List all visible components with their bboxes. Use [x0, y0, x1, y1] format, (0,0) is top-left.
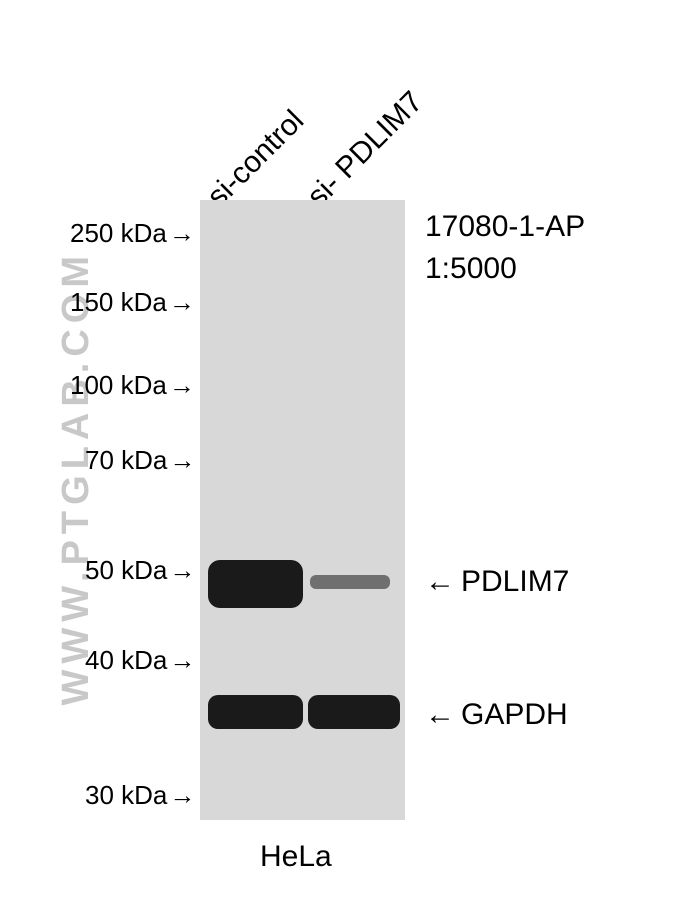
label-pdlim7: PDLIM7 — [425, 565, 569, 599]
lane-label-pdlim7: si- PDLIM7 — [301, 85, 430, 214]
ladder-30: 30 kDa — [85, 780, 195, 811]
ladder-100: 100 kDa — [70, 370, 195, 401]
lane-label-control: si-control — [201, 104, 311, 214]
band-pdlim7-knockdown — [310, 575, 390, 589]
western-blot-figure: WWW.PTGLAB.COM si-control si- PDLIM7 250… — [0, 0, 699, 903]
band-pdlim7-control — [208, 560, 303, 608]
antibody-dilution: 1:5000 — [425, 252, 517, 286]
cell-line-label: HeLa — [260, 840, 332, 874]
band-gapdh-knockdown — [308, 695, 400, 729]
ladder-70: 70 kDa — [85, 445, 195, 476]
antibody-catalog: 17080-1-AP — [425, 210, 585, 244]
ladder-40: 40 kDa — [85, 645, 195, 676]
watermark-text: WWW.PTGLAB.COM — [55, 250, 98, 705]
band-gapdh-control — [208, 695, 303, 729]
ladder-250: 250 kDa — [70, 218, 195, 249]
ladder-50: 50 kDa — [85, 555, 195, 586]
ladder-150: 150 kDa — [70, 287, 195, 318]
label-gapdh: GAPDH — [425, 698, 568, 732]
